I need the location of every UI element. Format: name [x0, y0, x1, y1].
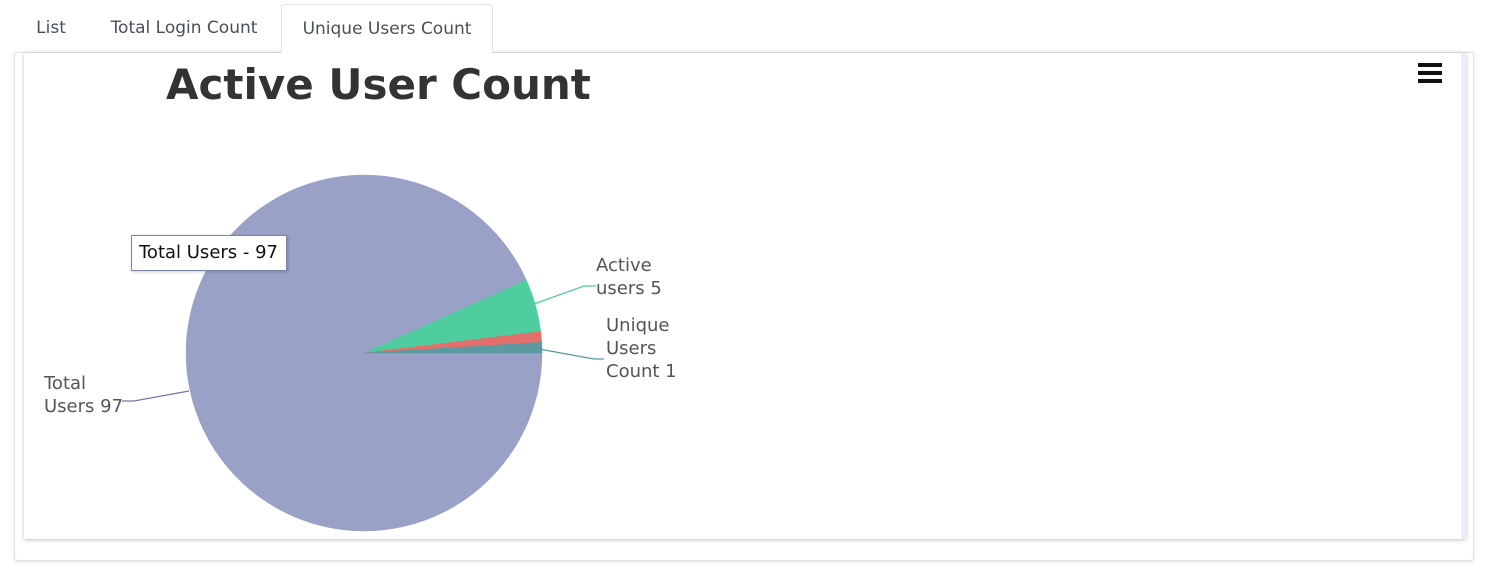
chart-title: Active User Count — [166, 60, 591, 109]
tab-list[interactable]: List — [36, 18, 66, 38]
pie-data-label: Users — [606, 338, 656, 359]
pie-slices — [185, 174, 543, 532]
pie-data-label: Count 1 — [606, 361, 677, 382]
pie-data-label: Users 97 — [44, 396, 123, 417]
label-leader-line — [122, 390, 190, 402]
pie-slice[interactable] — [363, 341, 543, 354]
tab-total-login-count[interactable]: Total Login Count — [110, 18, 258, 38]
tab-panel: Active User Count Total Users 97 Active use… — [14, 52, 1474, 561]
chart-container: Active User Count Total Users 97 Active use… — [24, 53, 1466, 539]
tab-unique-users-count[interactable]: Unique Users Count — [281, 4, 493, 53]
tab-bar: List Total Login Count Unique Users Coun… — [14, 0, 1474, 53]
pie-data-label: Active — [596, 255, 652, 276]
pie-data-label: Unique — [606, 315, 670, 336]
label-leader-line — [530, 285, 596, 306]
pie-data-label: Total — [43, 373, 86, 394]
label-leader-line — [538, 348, 604, 360]
chart-tooltip: Total Users - 97 — [131, 235, 287, 271]
hamburger-menu-icon[interactable] — [1418, 63, 1442, 83]
pie-data-label: users 5 — [596, 278, 662, 299]
